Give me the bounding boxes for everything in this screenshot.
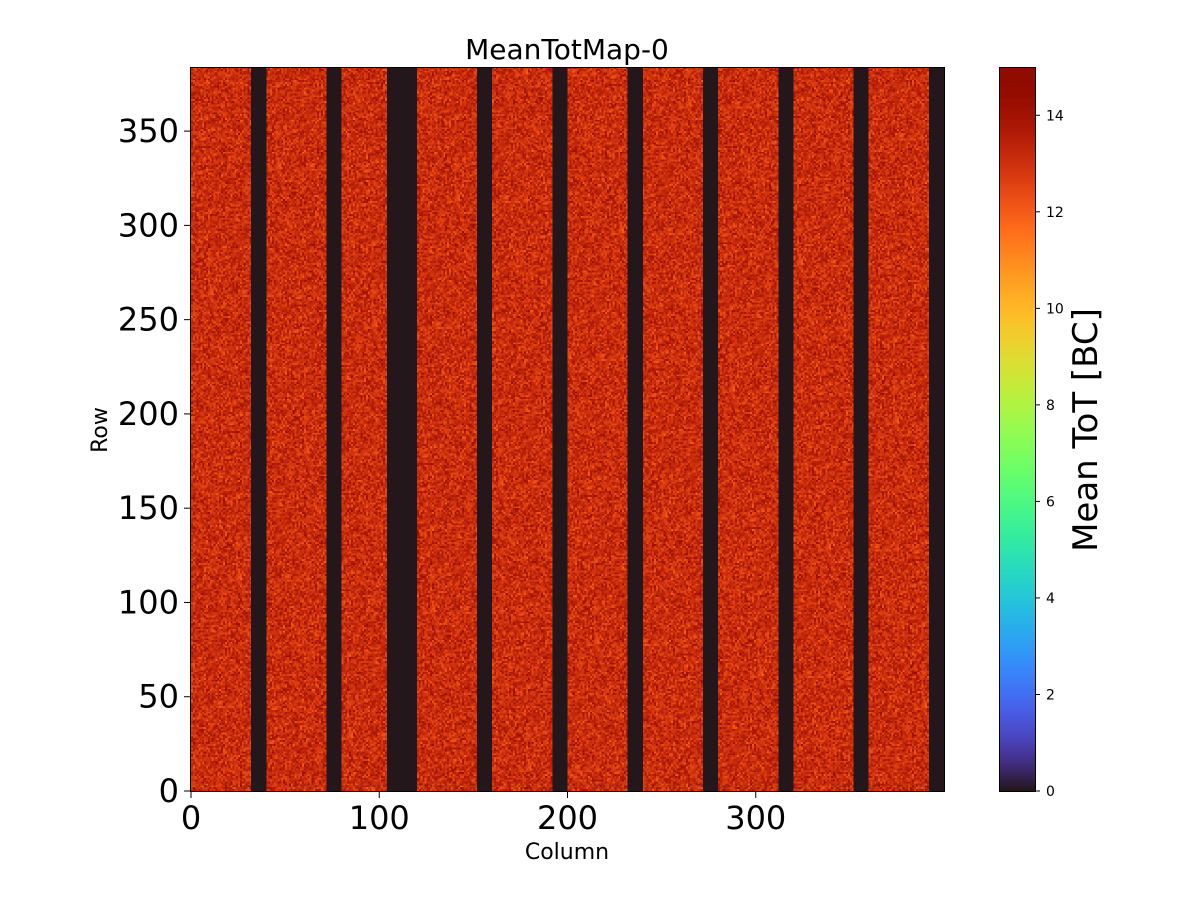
x-tick-label: 100 [349,799,410,837]
heatmap-image [191,67,944,791]
x-tick-label: 0 [181,799,201,837]
y-tick-label: 250 [118,301,179,339]
colorbar-tick-label: 6 [1046,494,1055,510]
colorbar-tick-label: 12 [1046,205,1064,221]
x-axis-label: Column [525,840,609,865]
y-tick-label: 50 [138,678,179,716]
colorbar-axis: 0 2 4 6 8 10 12 14 [1035,108,1064,800]
y-tick-label: 100 [118,583,179,621]
colorbar-tick-label: 8 [1046,398,1055,414]
colorbar-frame [999,67,1036,792]
chart-title: MeanTotMap-0 [465,33,669,66]
x-tick-label: 300 [725,799,786,837]
colorbar-tick-label: 14 [1046,108,1064,124]
colorbar-label: Mean ToT [BC] [1066,308,1106,552]
colorbar-tick-label: 10 [1046,301,1064,317]
y-axis: 0 50 100 150 200 250 300 350 [118,112,191,810]
plot-frame [190,67,945,792]
colorbar-tick-label: 0 [1046,784,1055,800]
colorbar-tick-label: 4 [1046,591,1055,607]
colorbar-tick-label: 2 [1046,687,1055,703]
y-tick-label: 0 [159,772,179,810]
y-tick-label: 200 [118,395,179,433]
y-tick-label: 300 [118,206,179,244]
x-axis: 0 100 200 300 [181,791,786,837]
colorbar-gradient [999,67,1035,791]
x-tick-label: 200 [537,799,598,837]
y-tick-label: 350 [118,112,179,150]
y-tick-label: 150 [118,489,179,527]
y-axis-label: Row [88,407,113,453]
